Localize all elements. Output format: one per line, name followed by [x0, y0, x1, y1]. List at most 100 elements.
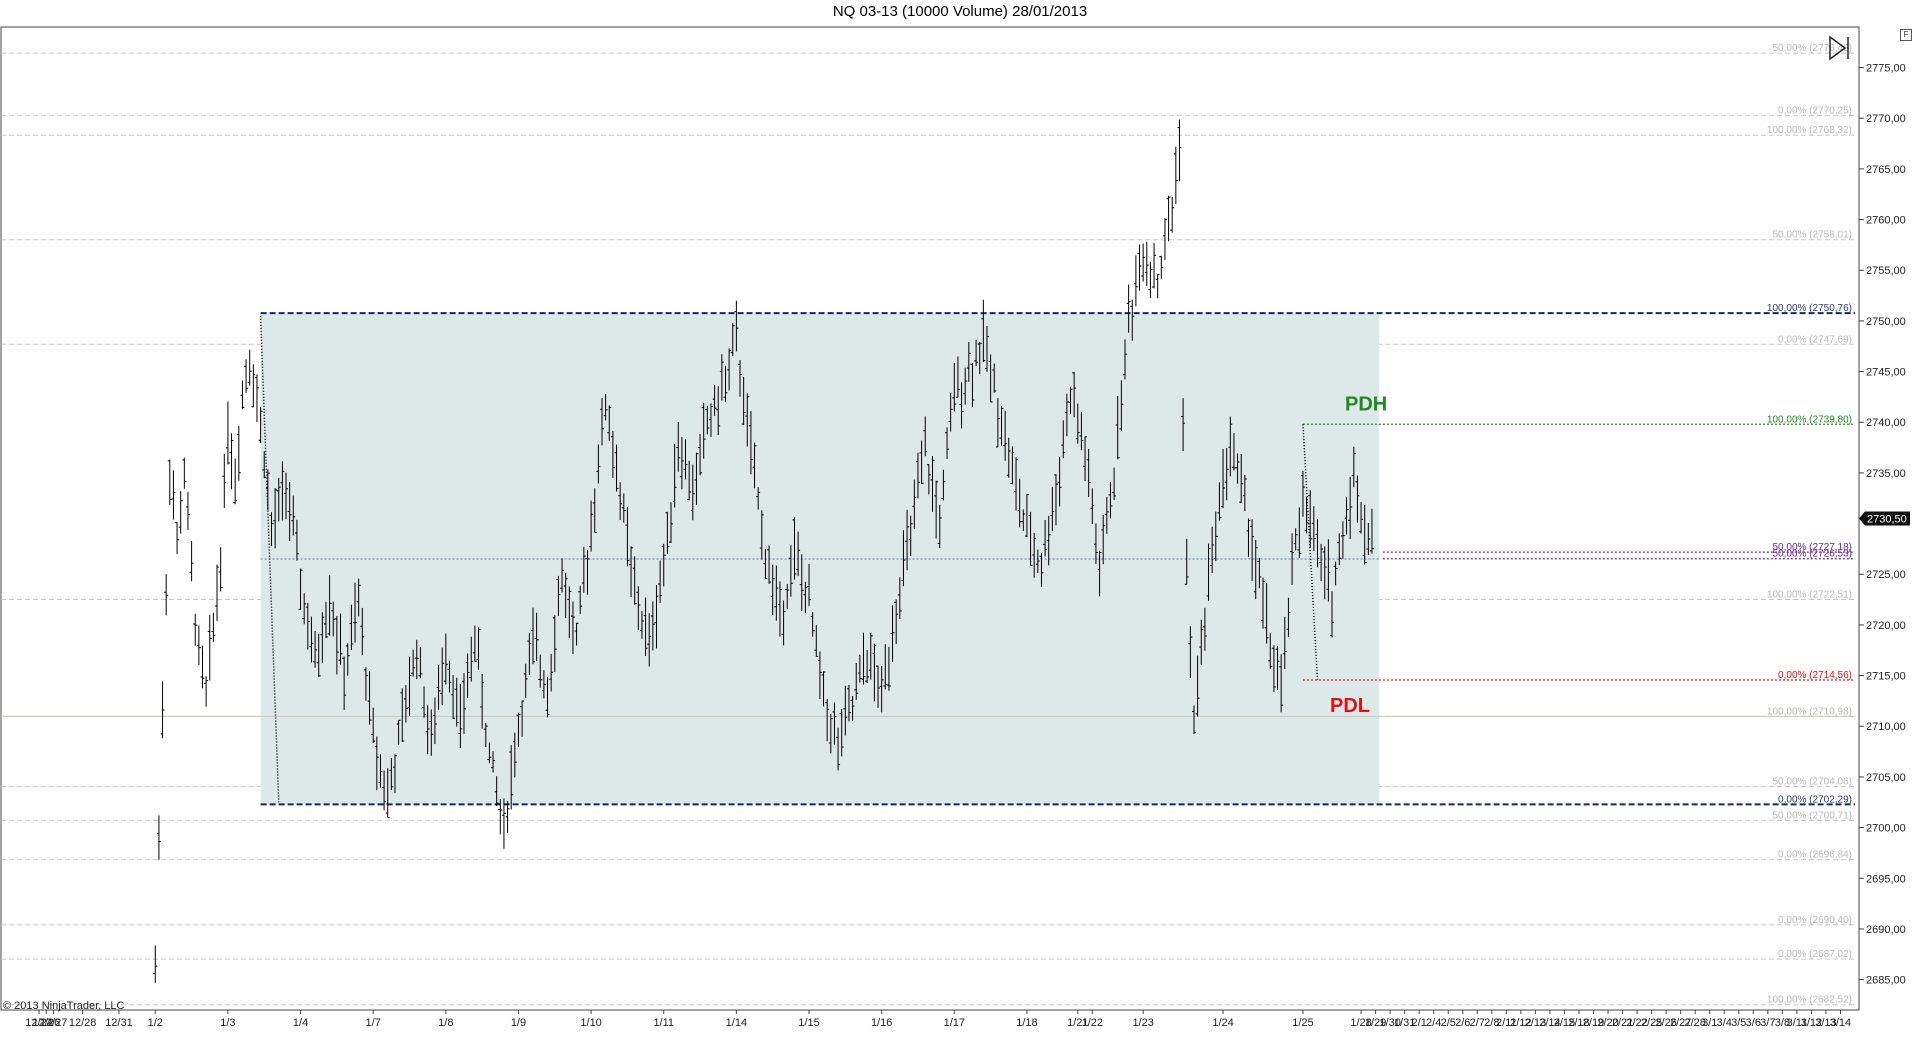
range-fill [260, 313, 1380, 805]
pdl-label: PDL [1330, 695, 1370, 717]
y-tick-label: 2750,00 [1866, 316, 1906, 328]
x-tick-label: 1/3 [220, 1017, 235, 1029]
x-tick-label: 1/31 [1394, 1017, 1415, 1029]
x-tick-label: 1/9 [511, 1017, 526, 1029]
x-tick-label: 12/31 [105, 1017, 133, 1029]
x-tick-label: 3/8 [1775, 1017, 1790, 1029]
skip-forward-icon [1829, 35, 1847, 61]
x-tick-label: 1/29 [1365, 1017, 1386, 1029]
x-tick-label: 1/8 [438, 1017, 453, 1029]
x-tick-label: 2/14 [1539, 1017, 1560, 1029]
y-tick-label: 2755,00 [1866, 265, 1906, 277]
x-tick-label: 2/8 [1484, 1017, 1499, 1029]
y-tick-label: 2710,00 [1866, 721, 1906, 733]
fib-label: 50,00% (2776,42) [1772, 43, 1852, 54]
y-tick-label: 2725,00 [1866, 569, 1906, 581]
copyright-text: © 2013 NinjaTrader, LLC [3, 1000, 124, 1012]
y-tick-label: 2690,00 [1866, 924, 1906, 936]
y-tick-label: 2705,00 [1866, 772, 1906, 784]
x-tick-label: 2/15 [1554, 1017, 1575, 1029]
y-tick-label: 2720,00 [1866, 620, 1906, 632]
level-lines [1, 312, 1855, 806]
x-tick-label: 1/4 [293, 1017, 308, 1029]
x-tick-label: 12/28 [69, 1017, 97, 1029]
chart-title: NQ 03-13 (10000 Volume) 28/01/2013 [832, 3, 1088, 20]
x-tick-label: 2/26 [1655, 1017, 1676, 1029]
fib-label: 50,00% (2726,53) [1772, 549, 1852, 560]
x-tick-label: 1/25 [1292, 1017, 1313, 1029]
y-tick-label: 2715,00 [1866, 671, 1906, 683]
x-tick-label: 2/1 [1412, 1017, 1427, 1029]
pdh-label: PDH [1345, 393, 1387, 415]
y-tick-label: 2765,00 [1866, 164, 1906, 176]
fib-label: 100,00% (2768,32) [1767, 125, 1852, 136]
x-tick-label: 1/14 [726, 1017, 747, 1029]
fib-label: 0,00% (2687,02) [1778, 949, 1852, 960]
x-tick-label: 1/17 [944, 1017, 965, 1029]
fib-label: 100,00% (2682,52) [1767, 995, 1852, 1006]
x-tick-label: 3/14 [1830, 1017, 1851, 1029]
x-tick-label: 3/6 [1746, 1017, 1761, 1029]
y-axis: 2775,00 2770,00 2765,00 2760,00 2755,00 2750,… [1859, 63, 1910, 987]
fib-label: 0,00% (2696,84) [1778, 850, 1852, 861]
y-tick-label: 2685,00 [1866, 975, 1906, 987]
fib-label: 100,00% (2739,80) [1767, 414, 1852, 425]
chart-annotations: PDH PDL © 2013 NinjaTrader, LLC [3, 35, 1849, 1012]
chart-maximize-button[interactable]: F [1900, 29, 1912, 41]
fib-label: 0,00% (2770,25) [1778, 106, 1852, 117]
fib-labels: 50,00% (2776,42) 0,00% (2770,25) 100,00% (… [1767, 43, 1852, 1006]
x-tick-label: 2/4 [1426, 1017, 1441, 1029]
last-price-label: 2730,50 [1867, 514, 1907, 526]
y-tick-label: 2775,00 [1866, 63, 1906, 75]
y-tick-label: 2770,00 [1866, 113, 1906, 125]
fib-label: 100,00% (2750,76) [1767, 303, 1852, 314]
x-tick-label: 1/23 [1132, 1017, 1153, 1029]
x-tick-label: 3/13 [1815, 1017, 1836, 1029]
x-tick-label: 1/10 [580, 1017, 601, 1029]
x-tick-label: 2/13 [1525, 1017, 1546, 1029]
x-tick-label: 1/22 [1082, 1017, 1103, 1029]
x-tick-label: 2/27 [1670, 1017, 1691, 1029]
fib-label: 50,00% (2727,18) [1772, 542, 1852, 553]
x-tick-label: 2/25 [1641, 1017, 1662, 1029]
x-tick-label: 12/24 [25, 1017, 53, 1029]
y-tick-label: 2695,00 [1866, 873, 1906, 885]
fib-label: 100,00% (2710,98) [1767, 706, 1852, 717]
y-tick-label: 2700,00 [1866, 823, 1906, 835]
x-tick-label: 2/28 [1684, 1017, 1705, 1029]
x-tick-label: 1/18 [1016, 1017, 1037, 1029]
fib-connector-line [259, 315, 280, 803]
y-tick-label: 2760,00 [1866, 215, 1906, 227]
x-tick-label: 2/6 [1455, 1017, 1470, 1029]
x-tick-label: 1/30 [1379, 1017, 1400, 1029]
x-tick-label: 3/12 [1801, 1017, 1822, 1029]
fib-label: 0,00% (2714,56) [1778, 670, 1852, 681]
x-tick-label: 3/1 [1702, 1017, 1717, 1029]
y-tick-label: 2740,00 [1866, 417, 1906, 429]
x-tick-label: 2/22 [1626, 1017, 1647, 1029]
x-tick-label: 1/7 [366, 1017, 381, 1029]
x-tick-label: 2/18 [1568, 1017, 1589, 1029]
x-tick-label: 1/11 [653, 1017, 674, 1029]
x-tick-label: 1/15 [798, 1017, 819, 1029]
x-tick-label: 1/21 [1067, 1017, 1088, 1029]
x-tick-label: 3/5 [1731, 1017, 1746, 1029]
x-tick-label: 3/4 [1717, 1017, 1732, 1029]
fib-label: 50,00% (2758,01) [1772, 230, 1852, 241]
x-tick-label: 1/2 [148, 1017, 163, 1029]
x-tick-label: 2/5 [1441, 1017, 1456, 1029]
y-tick-label: 2745,00 [1866, 367, 1906, 379]
fib-label: 0,00% (2690,40) [1778, 915, 1852, 926]
x-tick-label: 2/11 [1496, 1017, 1517, 1029]
fib-label: 0,00% (2702,29) [1778, 794, 1852, 805]
x-tick-label: 1/16 [871, 1017, 892, 1029]
x-tick-label: 12/27 [40, 1017, 68, 1029]
x-tick-label: 3/7 [1760, 1017, 1775, 1029]
fib-label: 100,00% (2722,51) [1767, 589, 1852, 600]
x-tick-label: 2/20 [1597, 1017, 1618, 1029]
fib-label: 0,00% (2747,69) [1778, 334, 1852, 345]
x-tick-label: 1/28 [1350, 1017, 1371, 1029]
fib-connector-line [1302, 424, 1319, 680]
fib-label: 50,00% (2704,06) [1772, 776, 1852, 787]
